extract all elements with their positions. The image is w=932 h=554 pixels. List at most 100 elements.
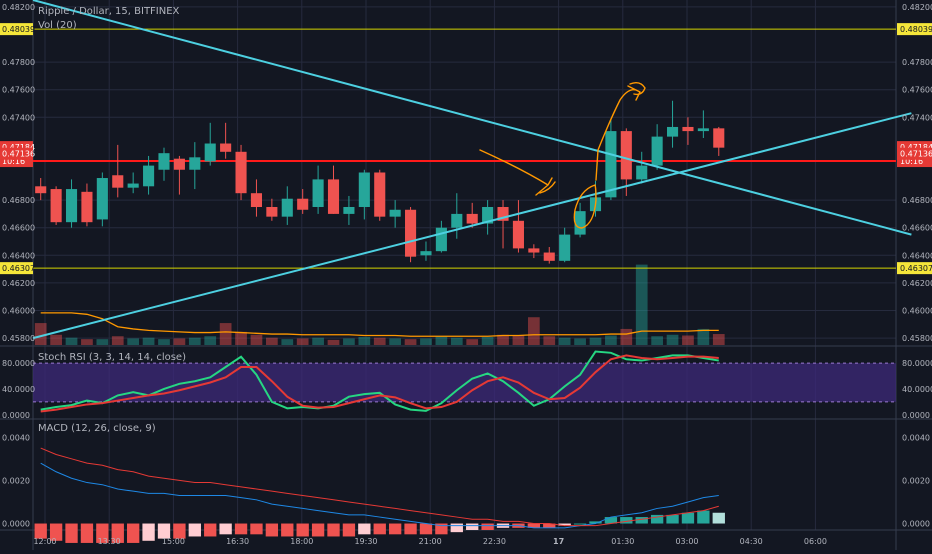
volume-bar <box>666 334 679 345</box>
candle-body <box>327 179 340 214</box>
macd-histogram-bar <box>650 514 664 524</box>
volume-bar <box>543 336 556 345</box>
volume-bar <box>50 334 62 345</box>
candle-body <box>497 207 509 221</box>
volume-bar <box>250 334 263 345</box>
time-axis-label: 06:00 <box>804 537 827 546</box>
volume-bar <box>312 337 324 345</box>
candle-body <box>250 193 263 207</box>
price-tag: 0.47184 <box>900 143 932 152</box>
volume-bar <box>651 336 663 345</box>
macd-histogram-bar <box>435 523 448 535</box>
price-axis-label: 0.46000 <box>902 307 932 316</box>
macd-histogram-bar <box>96 523 109 543</box>
candle-body <box>543 252 555 261</box>
stoch-rsi-legend: Stoch RSI (3, 3, 14, 14, close) <box>38 352 186 363</box>
time-axis-label: 16:30 <box>226 537 249 546</box>
volume-bar <box>389 338 402 345</box>
macd-histogram-bar <box>111 523 124 543</box>
macd-histogram-bar <box>419 523 433 535</box>
volume-bar <box>188 337 201 345</box>
price-tag-bg <box>897 262 932 275</box>
candle-body <box>620 131 632 180</box>
volume-bar <box>158 339 170 345</box>
macd-histogram-bar <box>589 521 602 524</box>
volume-bar <box>420 338 432 345</box>
macd-axis-label-left: 0.0000 <box>2 520 30 529</box>
volume-bar <box>481 336 494 345</box>
macd-histogram-bar <box>388 523 402 535</box>
time-axis-label: 12:00 <box>33 537 56 546</box>
volume-bar <box>34 323 47 345</box>
volume-bar <box>343 338 355 345</box>
candle-body <box>435 227 447 252</box>
macd-histogram-bar <box>358 523 371 535</box>
price-axis-label-left: 0.46200 <box>2 279 35 288</box>
candle-body <box>235 151 247 194</box>
macd-histogram-bar <box>604 517 618 524</box>
trendline <box>32 112 912 340</box>
candle-body <box>651 136 663 166</box>
time-axis-label: 15:00 <box>162 537 185 546</box>
volume-bar <box>404 339 417 345</box>
price-tag-left: 0.47136 <box>2 150 35 159</box>
drawing-annotation <box>629 81 646 96</box>
candle-body <box>112 175 124 188</box>
price-tag: 0.47136 <box>900 150 932 159</box>
price-axis-label-left: 0.47400 <box>2 113 35 122</box>
price-tag: 0.46307 <box>900 264 932 273</box>
price-tag-left: 0.46307 <box>2 264 35 273</box>
candle-body <box>512 220 524 249</box>
volume-bar <box>219 323 232 345</box>
macd-histogram-bar <box>527 523 541 528</box>
candle-body <box>574 211 586 235</box>
time-axis-label: 18:00 <box>290 537 313 546</box>
macd-histogram-bar <box>157 523 171 539</box>
price-tag: 10:16 <box>900 157 923 166</box>
candle-body <box>297 198 309 210</box>
price-axis-label: 0.46400 <box>902 251 932 260</box>
macd-histogram-bar <box>620 517 633 524</box>
macd-histogram-bar <box>281 523 294 537</box>
macd-histogram-bar <box>188 523 201 537</box>
volume-bar <box>296 338 309 345</box>
time-axis-label: 01:30 <box>611 537 634 546</box>
macd-legend: MACD (12, 26, close, 9) <box>38 423 156 434</box>
price-axis-label: 0.46800 <box>902 196 932 205</box>
macd-histogram-bar <box>250 523 263 535</box>
candle-body <box>466 213 478 224</box>
candle-body <box>220 143 232 152</box>
macd-histogram-bar <box>666 514 679 524</box>
price-tag-left: 10:16 <box>2 157 25 166</box>
candle-body <box>158 153 170 170</box>
stoch-axis-label-left: 0.0000 <box>2 411 30 420</box>
volume-bar <box>111 336 124 345</box>
time-axis-label: 21:00 <box>419 537 442 546</box>
price-axis-label: 0.47800 <box>902 58 932 67</box>
volume-bar <box>435 336 448 345</box>
volume-bar <box>712 334 725 345</box>
volume-bar <box>589 337 602 345</box>
candle-body <box>204 143 216 162</box>
volume-bar <box>497 334 509 345</box>
candle-body <box>451 213 463 228</box>
time-axis-label: 04:30 <box>740 537 763 546</box>
price-axis-label: 0.47600 <box>902 86 932 95</box>
price-axis-label-left: 0.48200 <box>2 3 35 12</box>
macd-histogram-bar <box>142 523 155 541</box>
macd-series-line <box>40 447 719 527</box>
time-axis-label: 22:30 <box>483 537 506 546</box>
candle-body <box>189 157 201 170</box>
macd-histogram-bar <box>342 523 356 537</box>
candle-body <box>420 251 432 256</box>
candle-body <box>697 128 709 132</box>
price-tag-bg-left <box>0 262 33 275</box>
macd-histogram-bar <box>543 523 556 528</box>
candle-body <box>559 234 571 261</box>
candle-body <box>81 191 93 223</box>
macd-histogram-bar <box>450 523 463 533</box>
volume-bar <box>635 264 648 345</box>
volume-bar <box>373 337 386 345</box>
